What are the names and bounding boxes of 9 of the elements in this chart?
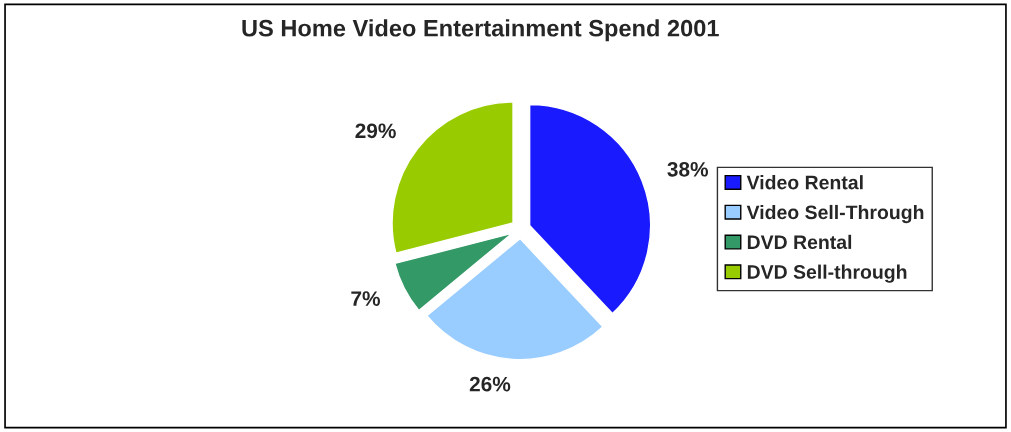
legend-label: DVD Rental [747,234,852,250]
legend-label: DVD Sell-through [747,264,907,283]
legend-label: Video Rental [746,175,863,190]
data-label: 7% [351,291,381,306]
data-label: 38% [667,161,709,177]
data-label: 29% [355,123,396,139]
legend-label: Video Sell-Through [746,204,924,224]
chart-title: US Home Video Entertainment Spend 2001 [242,19,719,42]
data-label: 26% [469,376,511,392]
